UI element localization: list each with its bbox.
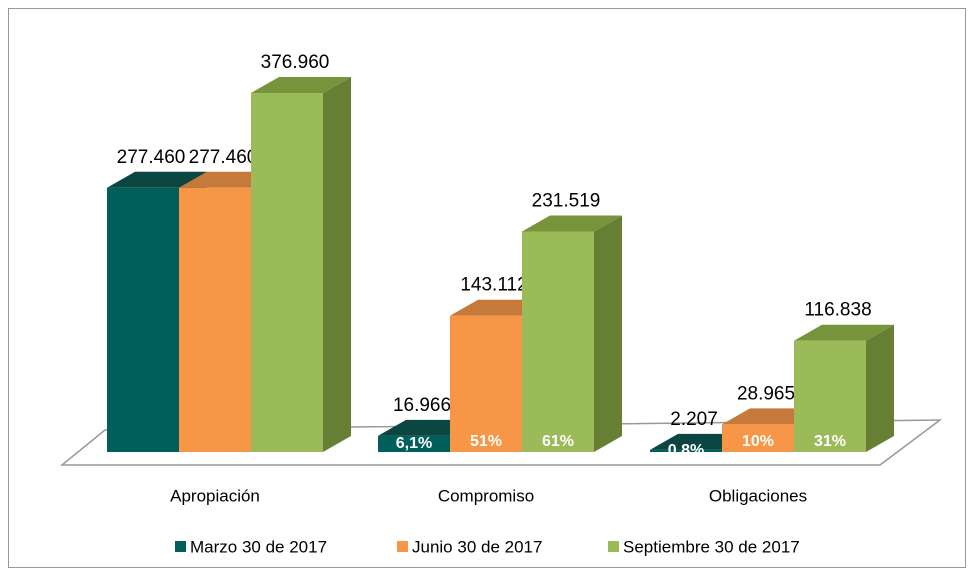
data-label: 116.838 [804,300,871,321]
bar-front [179,187,251,452]
data-label: 376.960 [261,52,330,73]
percent-label: 51% [470,433,502,450]
bar-top [251,77,351,93]
x-tick-label: Compromiso [438,486,534,505]
bar [522,215,622,452]
bar-front [450,315,522,452]
bar-top [107,171,207,188]
bar-side [594,215,622,452]
legend-swatch [175,541,186,552]
x-tick-label: Obligaciones [709,486,807,505]
legend-label: Septiembre 30 de 2017 [623,537,800,556]
bar-front [378,435,450,452]
bar [251,77,351,452]
percent-label: 31% [814,433,846,450]
data-label: 28.965 [737,383,795,404]
x-tick-label: Apropiación [170,486,260,505]
bar-front [251,93,323,452]
bar [794,324,894,452]
bar-side [866,324,894,452]
bar-front [650,449,722,452]
data-label: 277.460 [189,147,258,168]
bar-front [722,424,794,452]
legend-label: Junio 30 de 2017 [412,537,542,556]
data-label: 231.519 [532,191,601,212]
bar-front [522,231,594,452]
percent-label: 61% [542,433,574,450]
bar-front [107,187,179,452]
data-label: 2.207 [670,409,718,430]
percent-label: 0.8% [668,442,704,459]
legend-label: Marzo 30 de 2017 [190,537,327,556]
percent-label: 6,1% [396,435,432,452]
data-label: 277.460 [117,147,186,168]
data-label: 16.966 [393,395,451,416]
data-label: 143.112 [460,275,527,296]
bar-side [323,77,351,452]
percent-label: 10% [742,433,774,450]
legend-swatch [397,541,408,552]
bar-top [522,215,622,232]
bar-front [794,340,866,452]
bar-top [794,324,894,341]
legend-swatch [608,541,619,552]
